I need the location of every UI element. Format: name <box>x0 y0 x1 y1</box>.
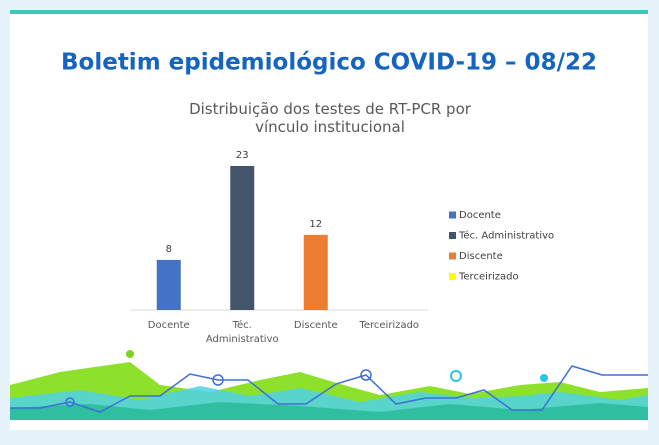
slide-title: Boletim epidemiológico COVID-19 – 08/22 <box>61 50 597 76</box>
legend-label: Discente <box>459 251 503 262</box>
slide-area <box>10 14 648 430</box>
legend-swatch <box>449 273 456 280</box>
top-rule <box>10 10 648 14</box>
legend-label: Terceirizado <box>458 272 519 283</box>
value-label: 12 <box>309 219 322 230</box>
legend-swatch <box>449 211 456 219</box>
x-tick-box: Discente <box>293 320 338 331</box>
chart-title: Distribuição dos testes de RT-PCR por ví… <box>189 100 471 136</box>
legend-label: Docente <box>459 210 501 221</box>
chart-title-box: Distribuição dos testes de RT-PCR por ví… <box>189 100 471 136</box>
x-tick-label: Téc. Administrativo <box>205 320 279 345</box>
legend-swatch <box>449 232 456 239</box>
bar <box>156 259 181 310</box>
x-tick-box: Docente <box>147 320 190 331</box>
x-tick-box: Téc. Administrativo <box>205 320 279 345</box>
x-tick-label: Discente <box>293 320 338 331</box>
legend-swatch <box>449 252 456 260</box>
decoration <box>10 350 648 420</box>
legend-label: Téc. Administrativo <box>458 230 554 242</box>
x-tick-box: Terceirizado <box>359 320 420 331</box>
x-tick-label: Terceirizado <box>359 320 420 331</box>
value-label: 8 <box>166 244 172 255</box>
value-label: 23 <box>236 150 249 161</box>
x-tick-label: Docente <box>147 320 190 331</box>
bar <box>303 234 328 310</box>
bar <box>230 166 255 310</box>
